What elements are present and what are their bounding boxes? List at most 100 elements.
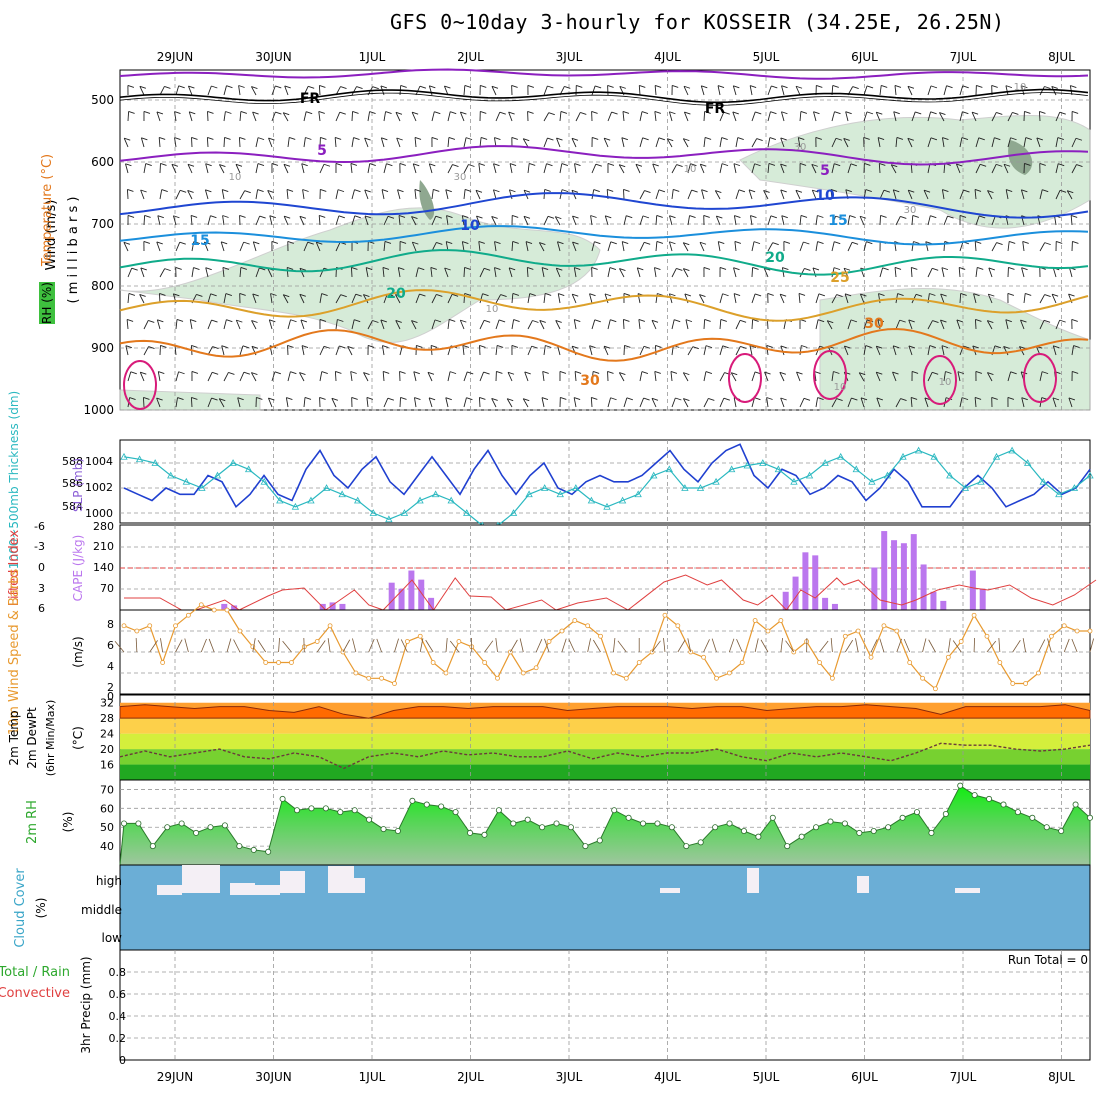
wind-barb-flag [754,397,761,401]
wind-barb [683,398,689,408]
wind-barb-flag [148,319,155,323]
wind-barb-flag [381,189,389,193]
wind-barb [175,371,180,382]
wind-barb-flag [864,162,871,166]
wind-barb [239,345,244,356]
wind-barb [843,345,849,356]
cloud-block [255,885,280,895]
rh-point [567,824,574,831]
wind-barb-flag [766,397,773,400]
wind-barb-flag [433,189,440,192]
wind-barb-flag [610,397,617,401]
wind-barb-flag [717,85,725,89]
surface-wind-barb [1089,638,1095,653]
wind-barb-flag [607,189,614,192]
wind-barb-flag [619,85,626,89]
wind-barb [639,137,644,148]
wind-barb [207,293,212,304]
wind-barb-flag [635,163,643,167]
rh-point [885,824,892,831]
wind-barb-flag [798,293,806,296]
wind-barb-flag [675,397,682,401]
wind-barb [207,319,212,330]
wind-barb-flag [1073,345,1080,348]
wind-barb [175,241,181,252]
wind-barb-flag [772,242,779,246]
rh-point [712,824,719,831]
rh-point [452,809,459,816]
wind-barb [1039,189,1043,200]
wind-barb-flag [308,85,315,89]
wind-barb-flag [416,344,423,348]
bottom-date-label: 30JUN [255,1070,292,1084]
cape-bar [782,591,789,610]
wind-tick-label: 4 [107,660,114,673]
surface-wind-barb [342,639,351,653]
wind-barb [335,319,338,330]
surface-wind-barb [445,638,448,653]
wind-barb [204,189,209,200]
wind-barb [749,345,753,356]
wind-barb-flag [767,292,774,296]
wind-barb-flag [397,189,404,193]
wind-barb [127,267,133,278]
thickness-point [665,465,673,473]
wind-barb-flag [244,190,251,194]
wind-barb-flag [817,397,824,400]
wind-speed-point [237,628,243,634]
wind-barb-flag [398,267,405,270]
wind-barb-flag [723,111,730,115]
wind-barb [431,215,437,226]
wind-barb-flag [771,85,778,89]
wind-barb-flag [222,267,230,270]
wind-barb [878,163,881,174]
wind-panel-label: 10m Wind Speed & Barbs [7,569,22,736]
wind-barb-flag [123,241,131,245]
wind-barb-flag [225,293,232,297]
wind-barb [364,137,369,148]
surface-wind-barb [561,638,567,653]
wind-barb-flag [959,267,966,270]
wind-barb-flag [275,85,282,89]
wind-barb [639,346,645,356]
thickness-tick-label: 584 [62,500,83,513]
thickness-point [790,477,798,485]
wind-barb-flag [987,372,994,375]
wind-barb [957,371,961,382]
wind-barb [301,163,305,174]
pressure-tick-label: 500 [91,93,114,107]
wind-barb-flag [160,162,167,166]
wind-barb-flag [302,189,309,192]
surface-wind-barb [495,638,498,653]
wind-barb-flag [739,319,747,323]
wind-barb [300,319,305,330]
wind-barb [941,189,945,200]
rh-point [654,820,661,827]
wind-barb [172,215,177,226]
li-tick-label: -3 [34,540,45,553]
wind-barb-flag [555,216,562,220]
wind-barb [207,85,212,96]
wind-barb [735,189,740,200]
wind-barb-flag [339,345,346,349]
wind-barb [589,293,593,304]
wind-barb-flag [963,189,970,193]
wind-barb-flag [946,85,953,89]
wind-barb [879,267,884,278]
wind-barb [255,189,259,200]
wind-barb-flag [851,241,859,245]
wind-barb-flag [127,84,135,88]
wind-barb-flag [621,137,628,141]
precip-tick-label: 0.6 [109,988,127,1001]
wind-barb-flag [211,85,218,89]
wind-barb-flag [658,189,666,193]
wind-barb-flag [548,112,555,116]
wind-barb [943,85,947,96]
wind-barb-flag [592,136,599,140]
wind-barb-flag [427,371,435,375]
wind-barb-flag [779,371,786,375]
surface-wind-barb [252,638,256,653]
wind-barb [478,163,481,174]
wind-barb-flag [356,86,363,89]
